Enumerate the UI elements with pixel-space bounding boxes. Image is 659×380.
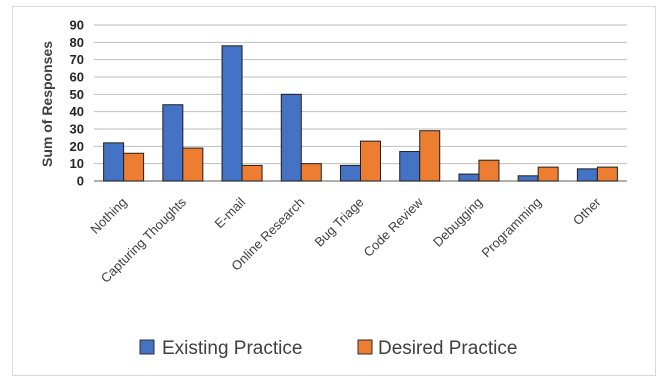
x-tick-label: Other	[570, 194, 604, 228]
y-tick-label: 90	[70, 18, 84, 33]
y-tick-label: 0	[77, 174, 84, 189]
y-tick-label: 70	[70, 52, 84, 67]
y-tick-label: 10	[70, 156, 84, 171]
x-tick-label: Debugging	[430, 195, 485, 250]
legend-swatch-existing	[139, 339, 155, 355]
y-tick-label: 40	[70, 104, 84, 119]
bar-existing-programming	[517, 175, 539, 182]
y-tick-label: 20	[70, 139, 84, 154]
legend: Existing Practice Desired Practice	[139, 338, 517, 359]
bar-existing-code-review	[399, 151, 421, 182]
bar-existing-nothing	[103, 142, 125, 182]
y-tick-labels: 0 10 20 30 40 50 60 70 80 90	[70, 18, 84, 189]
bar-desired-debugging	[478, 159, 500, 182]
x-tick-label: Nothing	[87, 195, 129, 237]
bar-desired-programming	[537, 166, 559, 182]
bar-desired-nothing	[123, 152, 145, 182]
x-tick-label: Code Review	[361, 194, 427, 260]
x-tick-label: Bug Triage	[312, 195, 367, 250]
chart-frame	[12, 6, 656, 376]
x-tick-label: Programming	[479, 195, 545, 261]
bar-existing-capturing-thoughts	[162, 104, 184, 182]
bar-existing-online-research	[280, 93, 302, 182]
y-tick-label: 60	[70, 70, 84, 85]
y-tick-label: 30	[70, 122, 84, 137]
bar-desired-capturing-thoughts	[182, 147, 204, 182]
bars	[103, 45, 618, 182]
bar-desired-bug-triage	[360, 140, 381, 182]
bar-existing-bug-triage	[340, 164, 361, 182]
legend-label-desired: Desired Practice	[378, 338, 517, 359]
legend-label-existing: Existing Practice	[162, 338, 302, 359]
y-tick-label: 50	[70, 87, 84, 102]
legend-swatch-desired	[357, 339, 373, 355]
x-tick-label: E-mail	[212, 194, 249, 231]
y-tick-label: 80	[70, 35, 84, 50]
bar-desired-code-review	[419, 130, 441, 182]
bar-desired-other	[596, 166, 618, 182]
bar-existing-e-mail	[221, 45, 243, 182]
bar-desired-e-mail	[241, 164, 263, 182]
bar-existing-debugging	[458, 173, 480, 182]
y-axis-label: Sum of Responses	[39, 41, 55, 167]
bar-existing-other	[576, 168, 598, 182]
bar-desired-online-research	[300, 163, 322, 182]
